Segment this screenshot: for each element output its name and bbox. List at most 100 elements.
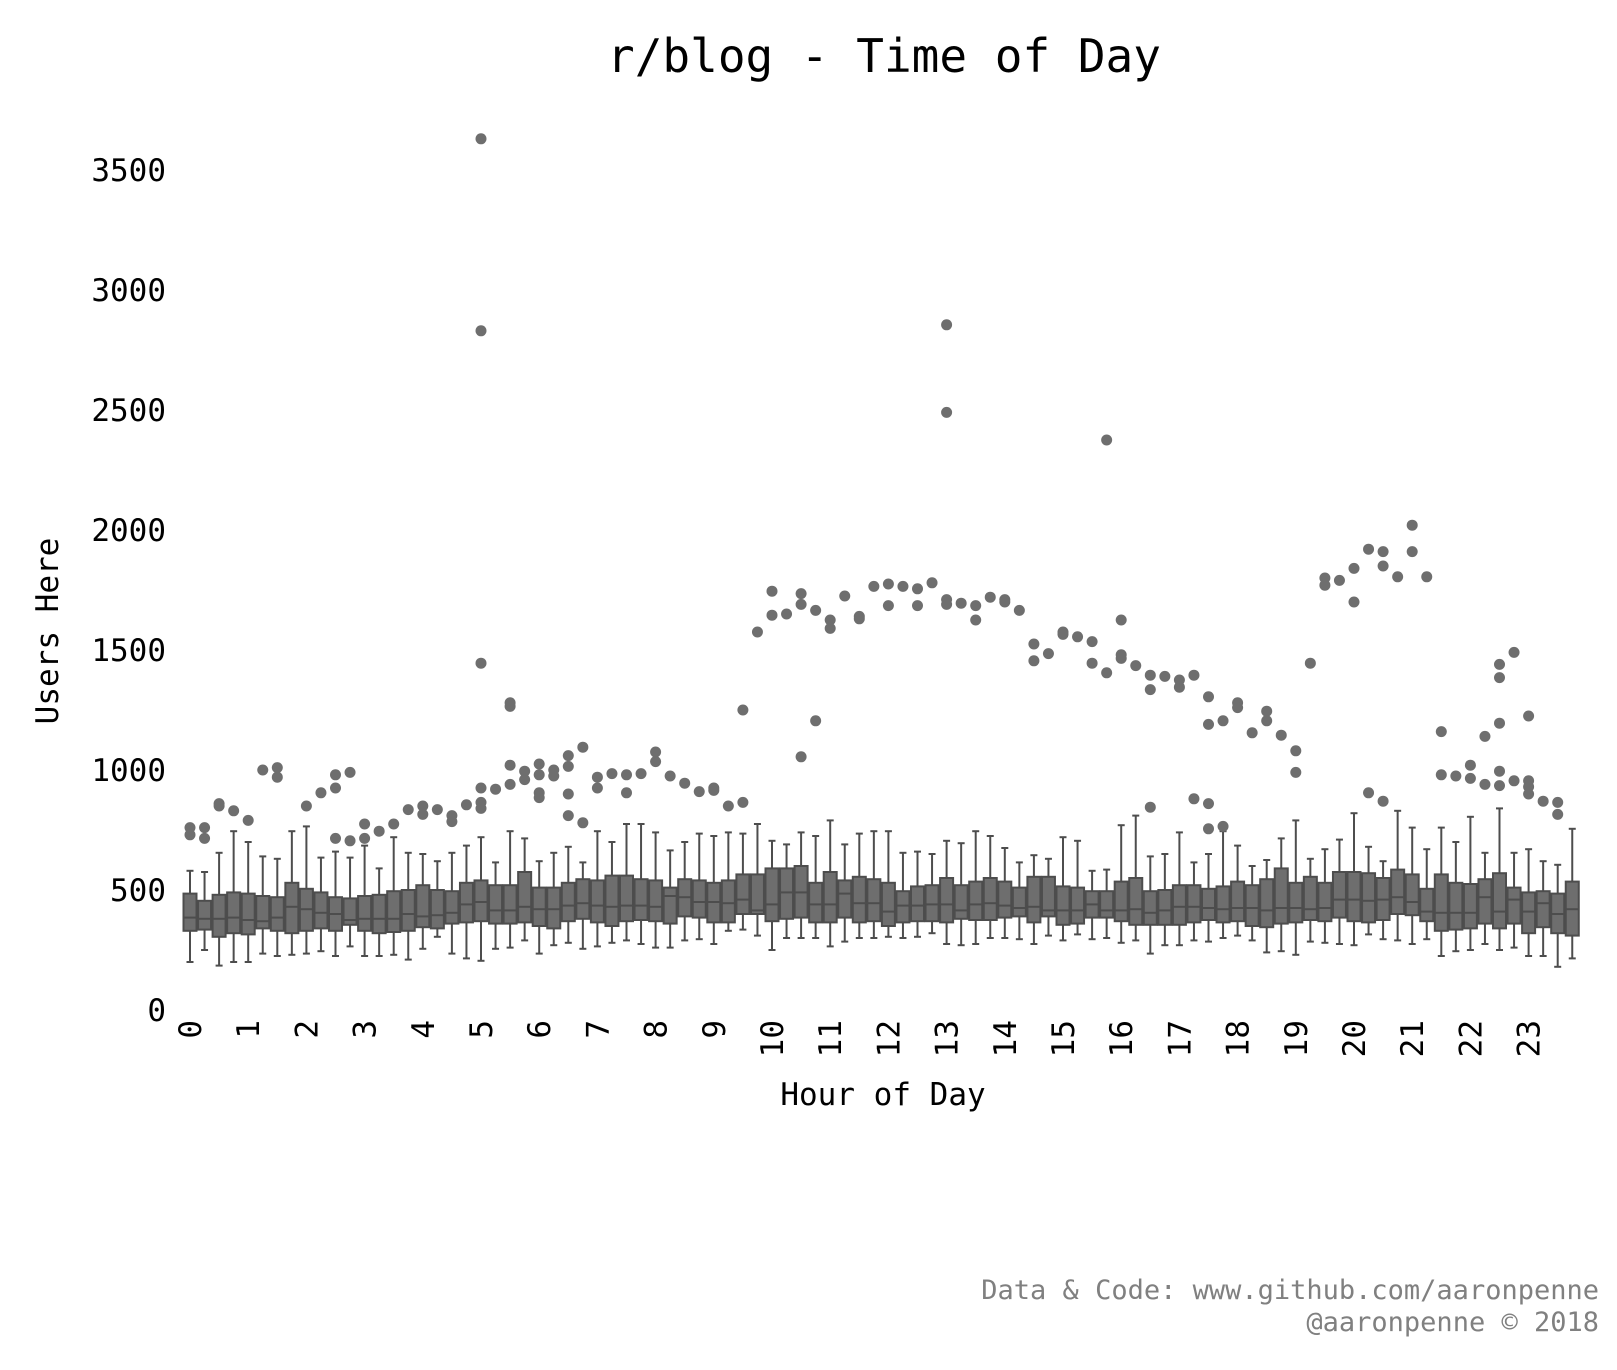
outlier-point: [1304, 657, 1316, 669]
y-axis-label: Users Here: [30, 538, 66, 725]
box-group: [1026, 638, 1042, 945]
x-tick-label: 1: [231, 1020, 267, 1039]
box-group: [1492, 658, 1507, 951]
box-group: [793, 588, 809, 939]
x-tick-label: 14: [988, 1020, 1024, 1057]
box-group: [502, 697, 518, 949]
outlier-point: [330, 782, 341, 794]
box: [575, 878, 591, 920]
box: [1506, 886, 1522, 925]
outlier-point: [359, 832, 371, 844]
outlier-point: [766, 609, 778, 621]
outlier-point: [1290, 745, 1302, 757]
box: [1317, 881, 1333, 923]
outlier-point: [475, 133, 487, 145]
outlier-point: [1392, 571, 1404, 583]
box-group: [458, 799, 474, 960]
box-group: [1506, 646, 1522, 949]
box-group: [575, 741, 591, 950]
box: [589, 879, 605, 924]
outlier-point: [781, 608, 793, 620]
outlier-point: [650, 756, 662, 768]
outlier-point: [591, 782, 603, 794]
box-group: [328, 769, 343, 957]
credits: Data & Code: www.github.com/aaronpenne @…: [981, 1275, 1599, 1339]
outlier-point: [999, 596, 1011, 608]
outlier-point: [650, 746, 662, 758]
box: [473, 879, 489, 923]
box-group: [197, 822, 213, 951]
y-tick-label: 0: [147, 993, 166, 1029]
box-group: [313, 787, 329, 953]
outlier-point: [490, 783, 502, 795]
outlier-point: [562, 750, 574, 762]
outlier-point: [810, 604, 822, 616]
outlier-point: [1188, 793, 1200, 805]
box: [1128, 877, 1144, 926]
box-group: [982, 591, 998, 939]
outlier-point: [708, 784, 720, 796]
box: [1171, 884, 1187, 926]
box-group: [1128, 660, 1144, 942]
outlier-point: [1261, 715, 1273, 727]
outlier-point: [1363, 543, 1375, 555]
outlier-point: [504, 700, 516, 712]
outlier-point: [562, 788, 574, 800]
outlier-point: [1290, 766, 1302, 778]
box: [1011, 886, 1027, 918]
outlier-point: [475, 657, 487, 669]
outlier-point: [1377, 560, 1389, 572]
outlier-point: [955, 597, 967, 609]
outlier-point: [1494, 658, 1505, 670]
box: [1070, 886, 1086, 925]
outlier-point: [1203, 718, 1214, 730]
outlier-point: [1042, 648, 1054, 660]
box-group: [371, 825, 387, 957]
box: [1201, 887, 1216, 921]
box-group: [444, 810, 460, 955]
box: [226, 891, 242, 935]
outlier-point: [242, 814, 254, 826]
x-tick-label: 21: [1395, 1020, 1431, 1057]
box: [1390, 868, 1406, 915]
box: [211, 893, 227, 938]
outlier-point: [1101, 667, 1113, 679]
x-tick-label: 19: [1279, 1020, 1315, 1057]
box: [1186, 884, 1202, 924]
outlier-point: [300, 800, 312, 812]
box-group: [298, 800, 314, 955]
y-tick-label: 3500: [91, 153, 166, 189]
outlier-point: [1261, 705, 1273, 717]
box: [1492, 872, 1507, 930]
outlier-point: [446, 816, 458, 828]
outlier-point: [1144, 684, 1156, 696]
box-group: [1099, 434, 1115, 939]
outlier-point: [271, 771, 283, 783]
x-tick-label: 15: [1046, 1020, 1082, 1057]
box-group: [1215, 715, 1231, 939]
box-group: [1550, 796, 1566, 968]
outlier-point: [1144, 669, 1156, 681]
outlier-point: [766, 585, 778, 597]
outlier-point: [1435, 769, 1447, 781]
outlier-point: [1217, 715, 1229, 727]
box: [720, 879, 736, 924]
outlier-point: [1057, 628, 1069, 640]
box-group: [851, 610, 867, 939]
x-tick-label: 12: [871, 1020, 907, 1057]
box: [1477, 878, 1493, 925]
box: [808, 881, 824, 924]
outlier-point: [330, 769, 341, 781]
box-group: [1084, 636, 1100, 941]
box-group: [182, 822, 198, 963]
outlier-point: [970, 614, 982, 626]
box: [1215, 885, 1231, 924]
box-group: [517, 765, 533, 942]
box: [1113, 880, 1129, 923]
box: [837, 879, 853, 919]
outlier-point: [388, 818, 400, 830]
outlier-point: [1494, 765, 1505, 777]
outlier-point: [941, 598, 953, 610]
outlier-point: [679, 777, 691, 789]
plot-area: [182, 133, 1580, 968]
